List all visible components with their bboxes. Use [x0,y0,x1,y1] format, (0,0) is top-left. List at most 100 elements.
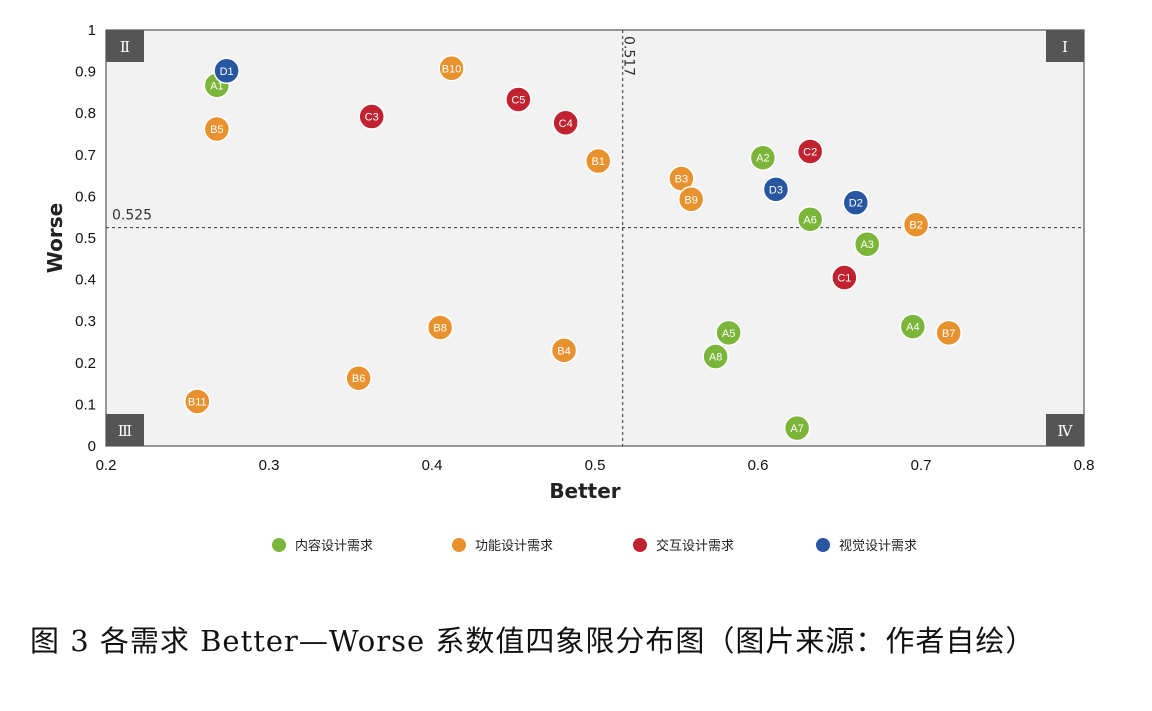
reference-lines: 0.517 0.525 [106,30,1084,446]
point-label: C3 [365,112,379,124]
point-marker [935,319,962,347]
point-marker [796,206,824,233]
point-marker [783,414,811,442]
point-a4: A4 [899,313,927,340]
point-b5: B5 [203,115,231,143]
point-label: C1 [837,273,851,285]
point-b11: B11 [184,388,211,415]
point-marker [505,86,532,113]
point-label: A5 [722,328,735,340]
point-c5: C5 [505,86,532,113]
point-b10: B10 [438,55,465,82]
quadrant-label-iv: Ⅳ [1058,422,1074,440]
point-d3: D3 [762,176,790,203]
legend-label: 交互设计需求 [656,538,734,554]
point-label: B3 [675,174,688,186]
point-marker [552,109,579,137]
legend: 内容设计需求 功能设计需求 交互设计需求 视觉设计需求 [272,538,917,554]
legend-item-2: 功能设计需求 [452,538,553,554]
point-marker [831,264,858,291]
point-marker [550,337,578,364]
point-d2: D2 [842,189,870,216]
point-marker [796,138,824,165]
point-marker [899,313,927,340]
point-c4: C4 [552,109,579,137]
quadrant-badge-iii [106,414,144,446]
point-marker [762,176,790,203]
y-tick-label: 0.5 [75,230,96,247]
y-reference-label: 0.525 [112,208,152,224]
x-axis-ticks: 0.2 0.3 0.4 0.5 0.6 0.7 0.8 [96,457,1095,474]
y-tick-label: 0.3 [75,313,96,330]
legend-swatch [452,538,466,552]
quadrant-badge-ii [106,30,144,62]
x-tick-label: 0.4 [422,457,443,474]
point-label: D2 [849,198,863,210]
legend-swatch [633,538,647,552]
point-label: A2 [756,153,769,165]
point-marker [715,319,742,347]
point-c1: C1 [831,264,858,291]
point-label: B1 [592,156,605,168]
y-tick-label: 0.8 [75,105,96,122]
point-label: B6 [352,373,365,385]
x-tick-label: 0.7 [911,457,932,474]
point-marker [853,230,881,258]
legend-item-1: 内容设计需求 [272,538,373,554]
point-label: C4 [559,118,573,130]
point-label: A8 [709,352,722,364]
quadrant-label-i: Ⅰ [1062,38,1068,56]
legend-label: 功能设计需求 [475,539,553,554]
point-label: A7 [790,423,803,435]
point-b8: B8 [426,314,454,341]
point-label: D3 [769,184,783,196]
point-label: B2 [909,220,922,232]
point-b4: B4 [550,337,578,364]
point-marker [677,186,705,213]
point-a1: A1 [203,72,231,99]
point-marker [345,364,372,392]
y-axis-title: Worse [43,203,67,273]
x-tick-label: 0.6 [748,457,769,474]
point-label: A6 [803,214,816,226]
point-b7: B7 [935,319,962,347]
point-b1: B1 [585,147,612,175]
point-b3: B3 [668,165,695,192]
point-marker [203,115,231,143]
y-tick-label: 0.2 [75,355,96,372]
legend-swatch [816,538,830,552]
point-c2: C2 [796,138,824,165]
legend-label: 视觉设计需求 [839,539,917,554]
point-a2: A2 [749,144,777,171]
quadrant-label-iii: Ⅲ [118,422,132,440]
figure-caption: 图 3 各需求 Better—Worse 系数值四象限分布图（图片来源：作者自绘… [30,624,1036,658]
legend-item-4: 视觉设计需求 [816,538,917,554]
x-reference-label: 0.517 [621,36,637,76]
legend-item-3: 交互设计需求 [633,538,734,554]
point-d1: D1 [213,57,240,85]
point-b2: B2 [902,211,930,238]
point-marker [702,343,729,370]
legend-label: 内容设计需求 [295,538,373,554]
point-label: B9 [684,194,697,206]
point-a7: A7 [783,414,811,442]
y-tick-label: 0.9 [75,64,96,81]
plot-area [105,29,1085,447]
point-a3: A3 [853,230,881,258]
point-marker [358,103,385,130]
point-label: A4 [906,322,919,334]
y-tick-label: 0.4 [75,272,96,289]
quadrant-badge-iv [1046,414,1084,446]
y-tick-label: 0.6 [75,188,96,205]
point-marker [213,57,240,85]
x-tick-label: 0.3 [259,457,280,474]
point-label: C2 [803,146,817,158]
x-axis-title: Better [549,479,620,503]
point-label: D1 [220,66,234,78]
point-marker [749,144,777,171]
y-tick-label: 0.1 [75,396,96,413]
point-marker [426,314,454,341]
point-label: B7 [942,328,955,340]
y-tick-label: 1 [88,22,96,39]
